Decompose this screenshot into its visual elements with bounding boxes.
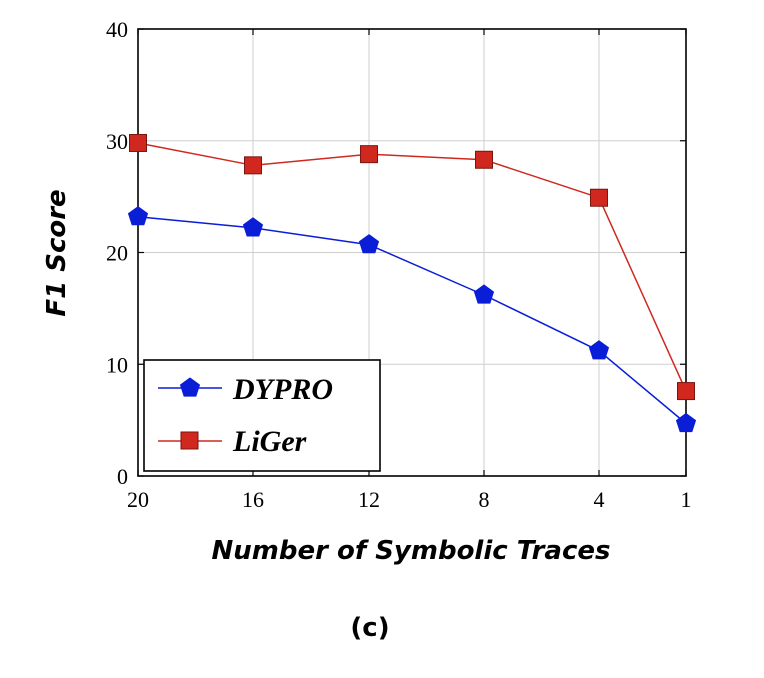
x-tick-label: 8 xyxy=(479,487,490,512)
y-tick-labels: 0 10 20 30 40 xyxy=(106,17,128,489)
y-tick-label: 30 xyxy=(106,129,128,154)
series-line-liger xyxy=(137,142,687,392)
legend: DYPRO LiGer xyxy=(143,359,381,472)
data-point-dypro xyxy=(127,206,149,226)
legend-label-liger: LiGer xyxy=(232,425,307,458)
legend-box xyxy=(143,359,381,472)
data-point-liger xyxy=(129,133,147,152)
data-point-liger xyxy=(677,382,695,401)
x-tick-label: 1 xyxy=(681,487,692,512)
data-point-liger xyxy=(360,145,378,164)
legend-label-dypro: DYPRO xyxy=(232,373,333,406)
data-point-liger xyxy=(590,188,608,207)
data-point-dypro xyxy=(675,412,697,433)
x-axis-title: Number of Symbolic Traces xyxy=(211,536,610,566)
figure-caption: (c) xyxy=(350,613,389,643)
x-tick-label: 12 xyxy=(358,487,380,512)
series-dypro xyxy=(127,206,697,433)
series-line-dypro xyxy=(137,215,687,425)
y-axis-title: F1 Score xyxy=(42,189,72,316)
x-tick-label: 16 xyxy=(242,487,264,512)
y-tick-label: 0 xyxy=(117,464,128,489)
data-point-dypro xyxy=(473,284,495,304)
y-tick-label: 40 xyxy=(106,17,128,42)
data-point-liger xyxy=(475,150,493,169)
y-tick-label: 20 xyxy=(106,241,128,266)
data-point-dypro xyxy=(242,217,264,237)
series-layer xyxy=(127,133,697,433)
data-point-dypro xyxy=(358,234,380,254)
y-tick-label: 10 xyxy=(106,352,128,377)
legend-marker-liger xyxy=(180,431,199,450)
legend-marker-dypro xyxy=(179,377,201,397)
x-tick-label: 20 xyxy=(127,487,149,512)
data-point-liger xyxy=(244,156,262,175)
series-liger xyxy=(129,133,695,401)
x-tick-labels: 20 16 12 8 4 1 xyxy=(127,487,692,512)
x-tick-label: 4 xyxy=(594,487,605,512)
axis-ticks xyxy=(137,28,687,477)
data-point-dypro xyxy=(588,340,610,360)
